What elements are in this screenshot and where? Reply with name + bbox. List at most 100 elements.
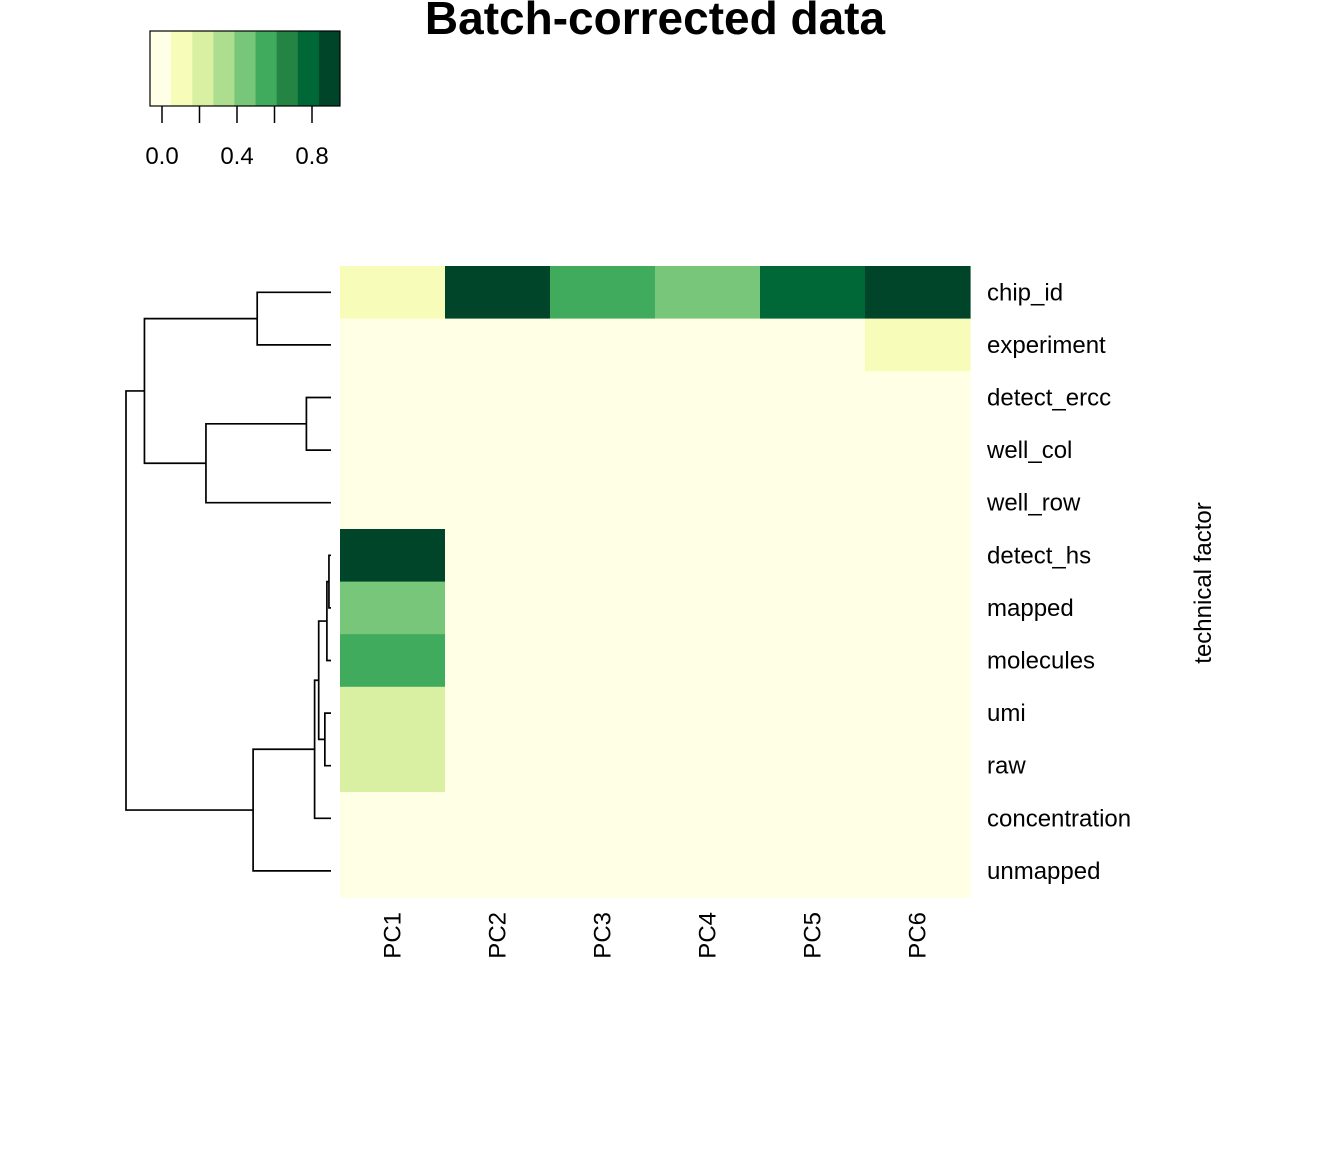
legend-swatch — [234, 31, 257, 106]
legend-swatch — [276, 31, 299, 106]
heatmap-cell-unmapped-PC1 — [340, 844, 446, 898]
heatmap-cell-well_col-PC4 — [655, 423, 761, 477]
heatmap-cell-experiment-PC3 — [550, 318, 656, 372]
legend-swatch — [318, 31, 341, 106]
heatmap-cell-detect_hs-PC1 — [340, 529, 446, 583]
heatmap-cell-raw-PC2 — [445, 739, 551, 793]
column-label-PC6: PC6 — [905, 912, 932, 959]
dendrogram-branch — [313, 679, 331, 820]
column-label-PC3: PC3 — [590, 912, 617, 959]
heatmap-cell-raw-PC1 — [340, 739, 446, 793]
y-axis-label: technical factor — [1190, 502, 1217, 663]
heatmap-cell-molecules-PC3 — [550, 634, 656, 688]
heatmap-cell-mapped-PC2 — [445, 581, 551, 635]
heatmap-cell-well_col-PC6 — [865, 423, 971, 477]
legend-swatch — [171, 31, 193, 106]
heatmap-cell-experiment-PC2 — [445, 318, 551, 372]
heatmap-cell-raw-PC5 — [760, 739, 866, 793]
heatmap-cell-mapped-PC3 — [550, 581, 656, 635]
heatmap-cell-well_row-PC3 — [550, 476, 656, 530]
dendrogram-branch — [143, 317, 258, 465]
heatmap-cell-unmapped-PC6 — [865, 844, 971, 898]
heatmap-cell-detect_ercc-PC1 — [340, 371, 446, 425]
heatmap-cell-mapped-PC1 — [340, 581, 446, 635]
row-label-detect_ercc: detect_ercc — [987, 385, 1111, 412]
heatmap-cell-well_row-PC6 — [865, 476, 971, 530]
dendrogram-branch — [324, 712, 331, 767]
heatmap-cell-umi-PC3 — [550, 686, 656, 740]
dendrogram-branch — [252, 748, 331, 872]
row-label-concentration: concentration — [987, 805, 1131, 832]
heatmap-cells — [340, 266, 971, 898]
heatmap-cell-molecules-PC1 — [340, 634, 446, 688]
heatmap-cell-chip_id-PC1 — [340, 266, 446, 320]
heatmap-cell-molecules-PC5 — [760, 634, 866, 688]
legend-tick-label: 0.0 — [145, 143, 178, 170]
heatmap-cell-chip_id-PC5 — [760, 266, 866, 320]
heatmap-cell-umi-PC5 — [760, 686, 866, 740]
heatmap-cell-detect_ercc-PC6 — [865, 371, 971, 425]
row-labels: chip_id experiment detect_ercc well_colwell… — [986, 279, 1131, 885]
heatmap-cell-chip_id-PC4 — [655, 266, 761, 320]
dendrogram-branch — [205, 422, 331, 504]
heatmap-cell-detect_ercc-PC5 — [760, 371, 866, 425]
heatmap-cell-well_row-PC5 — [760, 476, 866, 530]
heatmap-cell-well_row-PC4 — [655, 476, 761, 530]
heatmap-cell-unmapped-PC2 — [445, 844, 551, 898]
legend-tick-label: 0.4 — [220, 143, 253, 170]
heatmap-cell-detect_hs-PC4 — [655, 529, 761, 583]
heatmap-cell-well_row-PC2 — [445, 476, 551, 530]
heatmap-cell-well_row-PC1 — [340, 476, 446, 530]
heatmap-cell-detect_ercc-PC3 — [550, 371, 656, 425]
legend-frame — [149, 30, 341, 107]
heatmap-cell-concentration-PC5 — [760, 792, 866, 846]
row-label-molecules: molecules — [987, 648, 1095, 675]
row-label-umi: umi — [987, 700, 1026, 727]
legend-swatch — [297, 31, 320, 106]
row-label-experiment: experiment — [987, 332, 1106, 359]
heatmap-cell-experiment-PC1 — [340, 318, 446, 372]
column-label-PC4: PC4 — [695, 912, 722, 959]
heatmap-cell-molecules-PC6 — [865, 634, 971, 688]
heatmap-cell-concentration-PC6 — [865, 792, 971, 846]
row-label-well_col: well_col — [986, 437, 1072, 464]
legend-swatch — [150, 31, 172, 106]
heatmap-cell-well_col-PC3 — [550, 423, 656, 477]
heatmap-cell-concentration-PC2 — [445, 792, 551, 846]
heatmap-cell-detect_hs-PC6 — [865, 529, 971, 583]
legend-tick-label: 0.8 — [295, 143, 328, 170]
heatmap-cell-umi-PC6 — [865, 686, 971, 740]
heatmap-cell-well_col-PC5 — [760, 423, 866, 477]
heatmap-cell-experiment-PC6 — [865, 318, 971, 372]
heatmap-cell-umi-PC1 — [340, 686, 446, 740]
row-label-detect_hs: detect_hs — [987, 542, 1091, 569]
heatmap-cell-chip_id-PC6 — [865, 266, 971, 320]
heatmap-cell-umi-PC4 — [655, 686, 761, 740]
row-label-raw: raw — [987, 753, 1026, 780]
row-label-unmapped: unmapped — [987, 858, 1100, 885]
heatmap-cell-molecules-PC2 — [445, 634, 551, 688]
dendrogram-branch — [328, 554, 331, 609]
row-label-chip_id: chip_id — [987, 279, 1063, 306]
heatmap-cell-molecules-PC4 — [655, 634, 761, 688]
heatmap-cell-well_col-PC2 — [445, 423, 551, 477]
legend-swatch — [192, 31, 214, 106]
heatmap-cell-mapped-PC4 — [655, 581, 761, 635]
row-label-well_row: well_row — [986, 490, 1081, 517]
heatmap-cell-unmapped-PC3 — [550, 844, 656, 898]
heatmap-cell-detect_hs-PC5 — [760, 529, 866, 583]
heatmap-cell-raw-PC4 — [655, 739, 761, 793]
heatmap-cell-umi-PC2 — [445, 686, 551, 740]
legend-swatch — [255, 31, 278, 106]
color-key-legend: 0.0 0.4 0.8 — [145, 30, 341, 170]
legend-swatch — [213, 31, 235, 106]
heatmap-cell-experiment-PC5 — [760, 318, 866, 372]
heatmap-cell-detect_hs-PC2 — [445, 529, 551, 583]
heatmap-cell-detect_ercc-PC2 — [445, 371, 551, 425]
row-label-mapped: mapped — [987, 595, 1074, 622]
heatmap-cell-detect_ercc-PC4 — [655, 371, 761, 425]
heatmap-cell-mapped-PC6 — [865, 581, 971, 635]
column-label-PC2: PC2 — [485, 912, 512, 959]
heatmap-cell-experiment-PC4 — [655, 318, 761, 372]
